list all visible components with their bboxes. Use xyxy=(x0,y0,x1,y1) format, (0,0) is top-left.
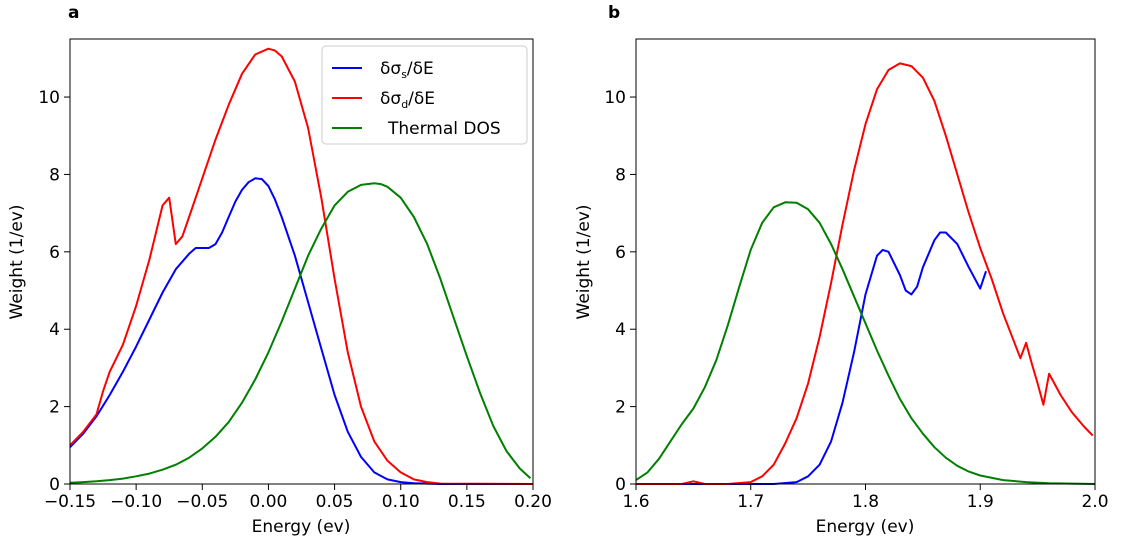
panel-b-y-tick-label: 0 xyxy=(615,475,626,495)
legend-entry-sigma-d: δσd/δE xyxy=(332,89,435,111)
legend-label-sigma-s-tail: /δE xyxy=(407,59,434,79)
legend-label-sigma-d: δσd/δE xyxy=(380,89,435,111)
panel-b-thermal-dos-curve xyxy=(635,201,1096,485)
panel-b-sigma-d-curve xyxy=(636,62,1094,485)
panel-b-x-tick-label: 2.0 xyxy=(1081,492,1108,512)
panel-a: a −0.15 −0.10 −0.05 0.00 0.05 0.10 0.15 0.20 0 2 4… xyxy=(7,3,552,537)
panel-a-x-tick-label: −0.15 xyxy=(44,492,96,512)
panel-a-y-tick-label: 4 xyxy=(49,320,60,340)
panel-a-y-tick-label: 6 xyxy=(49,243,60,263)
legend-box xyxy=(321,45,528,145)
panel-b-letter: b xyxy=(608,3,620,23)
panel-b-x-tick-label: 1.9 xyxy=(967,492,994,512)
panel-b-y-tick-label: 4 xyxy=(615,320,626,340)
panel-a-y-axis-label: Weight (1/ev) xyxy=(7,205,27,320)
panel-a-y-tick-label: 10 xyxy=(38,88,60,108)
legend-label-sigma-s: δσs/δE xyxy=(380,59,434,81)
panel-a-x-tick-label: 0.20 xyxy=(514,492,552,512)
legend-entry-sigma-s: δσs/δE xyxy=(332,59,434,81)
panel-a-plot-frame xyxy=(69,38,534,485)
panel-b-plot-frame xyxy=(635,38,1096,485)
panel-b-x-tick-label: 1.7 xyxy=(737,492,764,512)
panel-b-x-tick-label: 1.8 xyxy=(852,492,879,512)
panel-b-x-tick-label: 1.6 xyxy=(622,492,649,512)
legend-label-sigma-d-sub: d xyxy=(401,98,408,111)
panel-a-x-tick-label: 0.05 xyxy=(316,492,354,512)
panel-a-letter: a xyxy=(68,3,79,23)
legend-label-sigma-d-tail: /δE xyxy=(408,89,435,109)
legend-label-thermal-dos: Thermal DOS xyxy=(387,119,501,139)
legend-label-sigma-d-main: δσ xyxy=(380,89,401,109)
panel-a-x-tick-label: −0.10 xyxy=(110,492,162,512)
panel-a-series xyxy=(69,47,534,485)
panel-a-sigma-d-curve xyxy=(69,47,534,485)
panel-b-y-tick-label: 2 xyxy=(615,398,626,418)
panel-a-thermal-dos-curve xyxy=(69,182,532,484)
panel-a-ticks: −0.15 −0.10 −0.05 0.00 0.05 0.10 0.15 0.20 0 2 4 6 8… xyxy=(38,88,552,512)
panel-b-y-tick-label: 6 xyxy=(615,243,626,263)
panel-b: b 1.6 1.7 1.8 1.9 2.0 0 2 4 6 8 10 Energy (ev) Wei… xyxy=(574,3,1109,537)
legend: δσs/δE δσd/δE Thermal DOS xyxy=(321,45,528,145)
legend-entry-thermal-dos: Thermal DOS xyxy=(332,119,501,139)
panel-a-y-tick-label: 2 xyxy=(49,398,60,418)
panel-b-y-axis-label: Weight (1/ev) xyxy=(574,205,594,320)
panel-b-ticks: 1.6 1.7 1.8 1.9 2.0 0 2 4 6 8 10 xyxy=(604,88,1108,512)
legend-label-sigma-s-main: δσ xyxy=(380,59,401,79)
panel-b-series xyxy=(635,62,1096,485)
panel-b-y-tick-label: 10 xyxy=(604,88,626,108)
panel-a-x-tick-label: 0.10 xyxy=(382,492,420,512)
panel-a-x-axis-label: Energy (ev) xyxy=(252,517,351,537)
panel-b-x-axis-label: Energy (ev) xyxy=(816,517,915,537)
panel-a-x-tick-label: 0.15 xyxy=(448,492,486,512)
panel-a-y-tick-label: 0 xyxy=(49,475,60,495)
panel-b-sigma-s-curve xyxy=(636,231,987,485)
panel-a-y-tick-label: 8 xyxy=(49,165,60,185)
panel-a-x-tick-label: −0.05 xyxy=(176,492,228,512)
panel-a-sigma-s-curve xyxy=(69,177,533,485)
legend-label-sigma-s-sub: s xyxy=(401,68,407,81)
panel-a-x-tick-label: 0.00 xyxy=(249,492,287,512)
panel-b-y-tick-label: 8 xyxy=(615,165,626,185)
